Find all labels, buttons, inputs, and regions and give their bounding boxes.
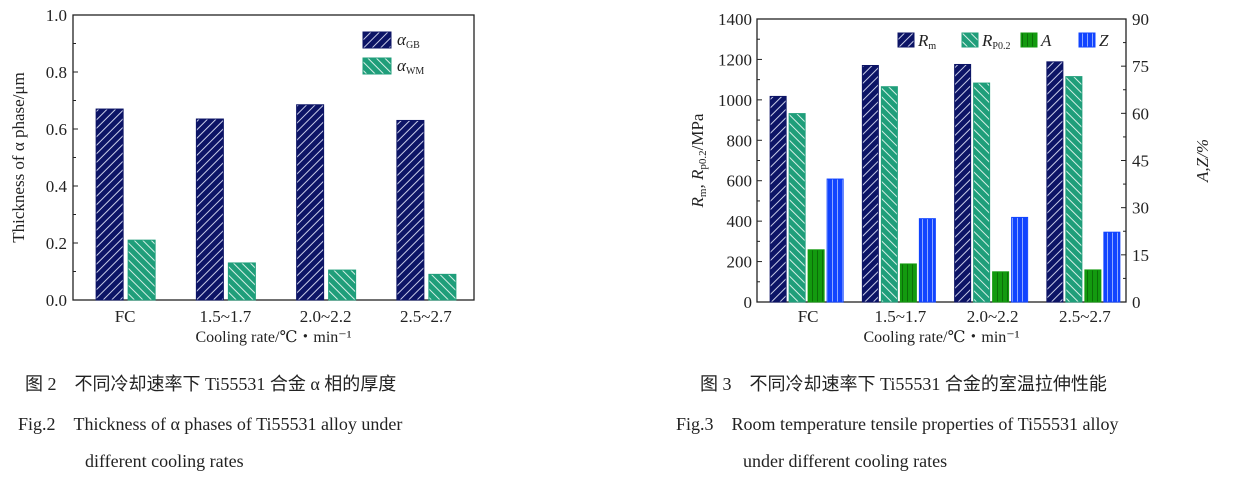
fig3-caption-en-line2: under different cooling rates [743, 451, 948, 471]
y-tick-label: 1.0 [46, 6, 67, 25]
bar-Rm-1.5~1.7 [861, 64, 879, 303]
bar-α_GB-FC [95, 108, 124, 301]
legend-label-α_WM: αWM [397, 56, 424, 77]
x-tick-label: 2.5~2.7 [1059, 307, 1111, 326]
bar-Rm-2.5~2.7 [1046, 61, 1064, 303]
x-tick-label: 2.5~2.7 [400, 307, 452, 326]
bar-α_WM-2.0~2.2 [328, 269, 357, 301]
bar-α_GB-2.5~2.7 [396, 119, 425, 301]
y2-tick-label: 45 [1132, 152, 1149, 171]
x-axis-label: Cooling rate/℃・min⁻¹ [195, 329, 351, 346]
y-tick-label: 1400 [718, 10, 752, 29]
x-tick-label: 2.0~2.2 [300, 307, 352, 326]
y-axis-label: Rm, Rp0.2/MPa [688, 113, 709, 208]
y-tick-label: 400 [727, 212, 753, 231]
legend-swatch-Rp0.2 [961, 32, 979, 48]
y2-tick-label: 15 [1132, 246, 1149, 265]
fig2-caption-en-line2: different cooling rates [85, 451, 244, 471]
y-tick-label: 0.2 [46, 234, 67, 253]
y2-tick-label: 0 [1132, 293, 1141, 312]
bar-α_GB-2.0~2.2 [296, 104, 325, 301]
y2-tick-label: 75 [1132, 57, 1149, 76]
legend-swatch-A [1020, 32, 1038, 48]
bar-Rm-2.0~2.2 [954, 63, 972, 303]
fig2-caption-en-line1: Fig.2 Thickness of α phases of Ti55531 a… [18, 414, 403, 434]
bar-Rp0.2-2.5~2.7 [1065, 76, 1083, 303]
legend-label-Z: Z [1099, 31, 1109, 50]
fig3-caption-cn: 图 3 不同冷却速率下 Ti55531 合金的室温拉伸性能 [700, 374, 1107, 394]
legend-label-A: A [1040, 31, 1052, 50]
y-tick-label: 0 [744, 293, 753, 312]
legend-swatch-α_WM [362, 57, 392, 75]
fig3-caption-en-line1: Fig.3 Room temperature tensile propertie… [676, 414, 1119, 434]
y-tick-label: 600 [727, 172, 753, 191]
legend-swatch-α_GB [362, 31, 392, 49]
y-tick-label: 0.4 [46, 177, 68, 196]
bar-α_WM-FC [127, 239, 156, 301]
legend-swatch-Z [1078, 32, 1096, 48]
x-axis-label: Cooling rate/℃・min⁻¹ [863, 329, 1019, 346]
y-tick-label: 0.0 [46, 291, 67, 310]
y-tick-label: 200 [727, 253, 753, 272]
bar-α_WM-1.5~1.7 [227, 262, 256, 301]
bar-A-2.5~2.7 [1084, 269, 1102, 303]
bar-Rm-FC [769, 95, 787, 303]
x-tick-label: FC [798, 307, 819, 326]
bar-Rp0.2-2.0~2.2 [973, 82, 991, 303]
bar-Z-2.0~2.2 [1011, 216, 1029, 303]
y2-axis-label: A,Z/% [1193, 139, 1212, 183]
y2-tick-label: 90 [1132, 10, 1149, 29]
legend-swatch-Rm [897, 32, 915, 48]
x-tick-label: 2.0~2.2 [967, 307, 1019, 326]
legend-label-Rp0.2: RP0.2 [981, 31, 1010, 52]
x-tick-label: 1.5~1.7 [875, 307, 927, 326]
bar-Z-2.5~2.7 [1103, 231, 1121, 303]
figures: 0.0 0.2 0.4 0.6 0.8 1.0 FC 1.5~1.7 2.0~2.2 2.5~2.… [9, 6, 1212, 346]
y-tick-label: 0.8 [46, 63, 67, 82]
chart-tensile-properties: 0 200 400 600 800 1000 1200 1400 0 15 30 45 60 75 90 FC… [688, 10, 1212, 346]
y2-tick-label: 30 [1132, 199, 1149, 218]
bar-A-FC [807, 249, 825, 303]
y2-tick-label: 60 [1132, 104, 1149, 123]
bar-A-2.0~2.2 [992, 271, 1010, 303]
bar-α_GB-1.5~1.7 [195, 118, 224, 301]
y-tick-label: 1200 [718, 50, 752, 69]
y-axis-label: Thickness of α phase/μm [9, 72, 28, 243]
chart-alpha-thickness: 0.0 0.2 0.4 0.6 0.8 1.0 FC 1.5~1.7 2.0~2.2 2.5~2.… [9, 6, 475, 346]
y-tick-label: 0.6 [46, 120, 67, 139]
bar-α_WM-2.5~2.7 [428, 273, 457, 301]
bar-Rp0.2-1.5~1.7 [880, 86, 898, 303]
legend-label-Rm: Rm [917, 31, 936, 52]
bar-Z-FC [826, 178, 844, 303]
y-tick-label: 800 [727, 131, 753, 150]
y-tick-label: 1000 [718, 91, 752, 110]
legend-label-α_GB: αGB [397, 30, 420, 51]
bar-A-1.5~1.7 [899, 263, 917, 303]
x-tick-label: 1.5~1.7 [200, 307, 252, 326]
bar-Z-1.5~1.7 [918, 218, 936, 303]
x-tick-label: FC [115, 307, 136, 326]
fig2-caption-cn: 图 2 不同冷却速率下 Ti55531 合金 α 相的厚度 [25, 374, 397, 394]
bar-Rp0.2-FC [788, 113, 806, 303]
